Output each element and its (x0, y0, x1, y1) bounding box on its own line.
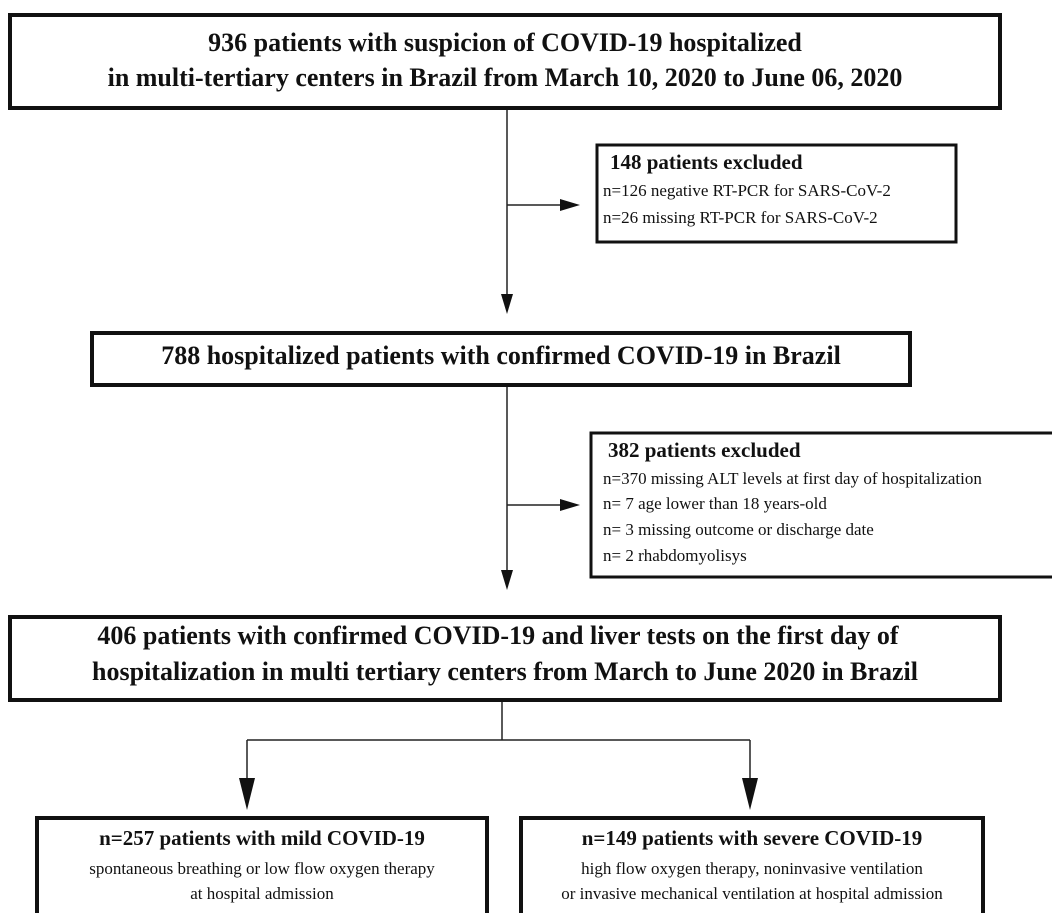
box-text: hospitalization in multi tertiary center… (92, 657, 918, 686)
arrowhead (501, 570, 513, 590)
box-item: n=370 missing ALT levels at first day of… (603, 469, 982, 488)
box-text: 406 patients with confirmed COVID-19 and… (97, 621, 898, 650)
box-item: n=126 negative RT-PCR for SARS-CoV-2 (603, 181, 891, 200)
arrowhead (501, 294, 513, 314)
box-text: in multi-tertiary centers in Brazil from… (108, 63, 903, 92)
box-title: n=257 patients with mild COVID-19 (99, 826, 425, 850)
arrowhead (742, 778, 758, 810)
box (8, 13, 1002, 110)
box-item: n=26 missing RT-PCR for SARS-CoV-2 (603, 208, 878, 227)
box-title: n=149 patients with severe COVID-19 (582, 826, 923, 850)
box-title: 382 patients excluded (608, 438, 801, 462)
arrowhead (239, 778, 255, 810)
box (8, 615, 1002, 702)
box-item: n= 2 rhabdomyolisys (603, 546, 747, 565)
box-text: 788 hospitalized patients with confirmed… (161, 341, 841, 370)
box-item: n= 3 missing outcome or discharge date (603, 520, 874, 539)
box-text: 936 patients with suspicion of COVID-19 … (208, 28, 802, 57)
box-title: 148 patients excluded (610, 150, 803, 174)
box-item: spontaneous breathing or low flow oxygen… (89, 859, 435, 878)
box (589, 431, 1052, 579)
box-item: high flow oxygen therapy, noninvasive ve… (581, 859, 923, 878)
box (595, 143, 958, 244)
box-item: n= 7 age lower than 18 years-old (603, 494, 827, 513)
box-item: or invasive mechanical ventilation at ho… (561, 884, 943, 903)
arrowhead (560, 199, 580, 211)
box (519, 816, 985, 913)
arrowhead (560, 499, 580, 511)
box-item: at hospital admission (190, 884, 334, 903)
box (35, 816, 489, 913)
box (90, 331, 912, 387)
